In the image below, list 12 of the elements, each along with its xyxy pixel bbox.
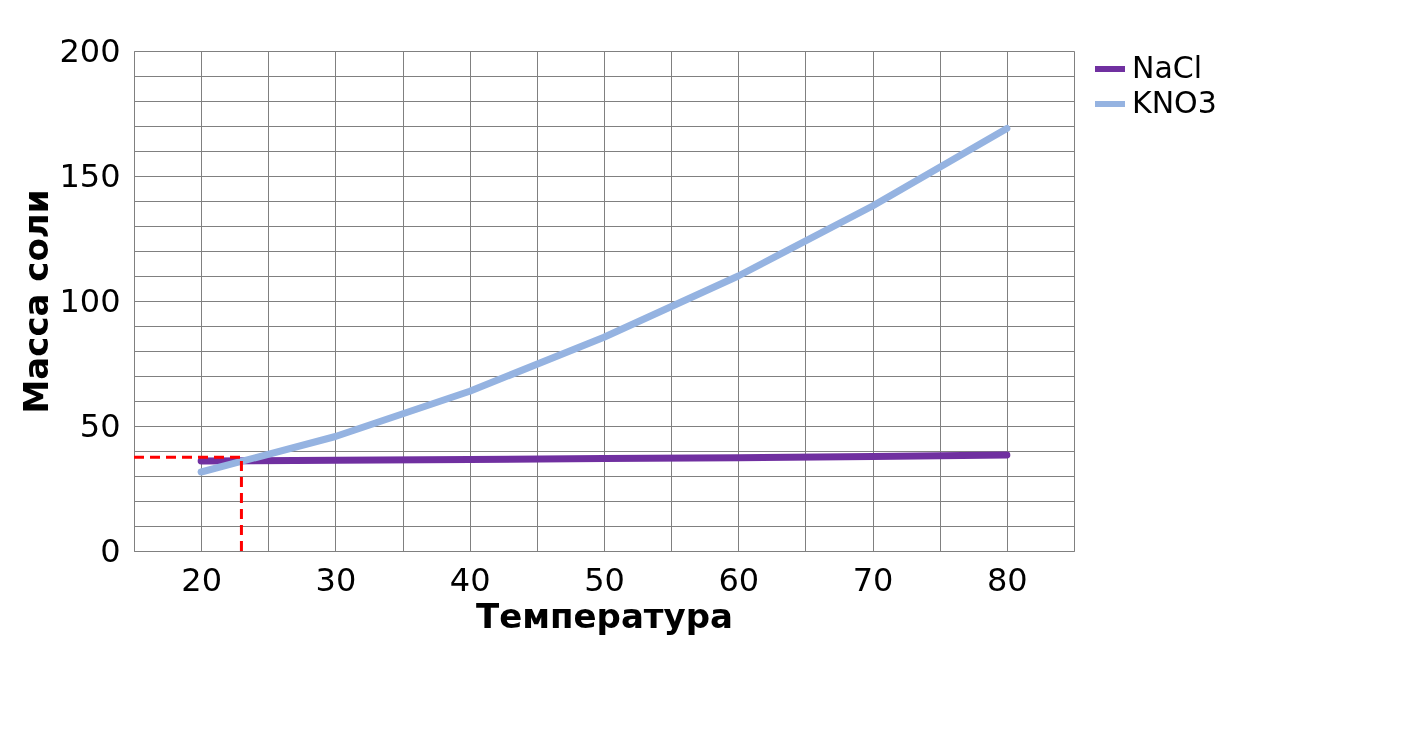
- y-tick-label: 100: [59, 281, 121, 320]
- x-tick-label: 70: [852, 560, 894, 599]
- y-axis-title: Масса соли: [16, 189, 57, 414]
- y-tick-label: 0: [100, 531, 121, 570]
- y-tick-label: 50: [79, 406, 121, 445]
- x-tick-label: 30: [315, 560, 357, 599]
- x-tick-label: 80: [987, 560, 1028, 599]
- y-tick-label: 150: [59, 156, 121, 195]
- x-tick-label: 20: [181, 560, 222, 599]
- legend-label: NaCl: [1132, 50, 1203, 85]
- y-tick-label: 200: [59, 31, 121, 70]
- legend-label: KNO3: [1132, 85, 1217, 120]
